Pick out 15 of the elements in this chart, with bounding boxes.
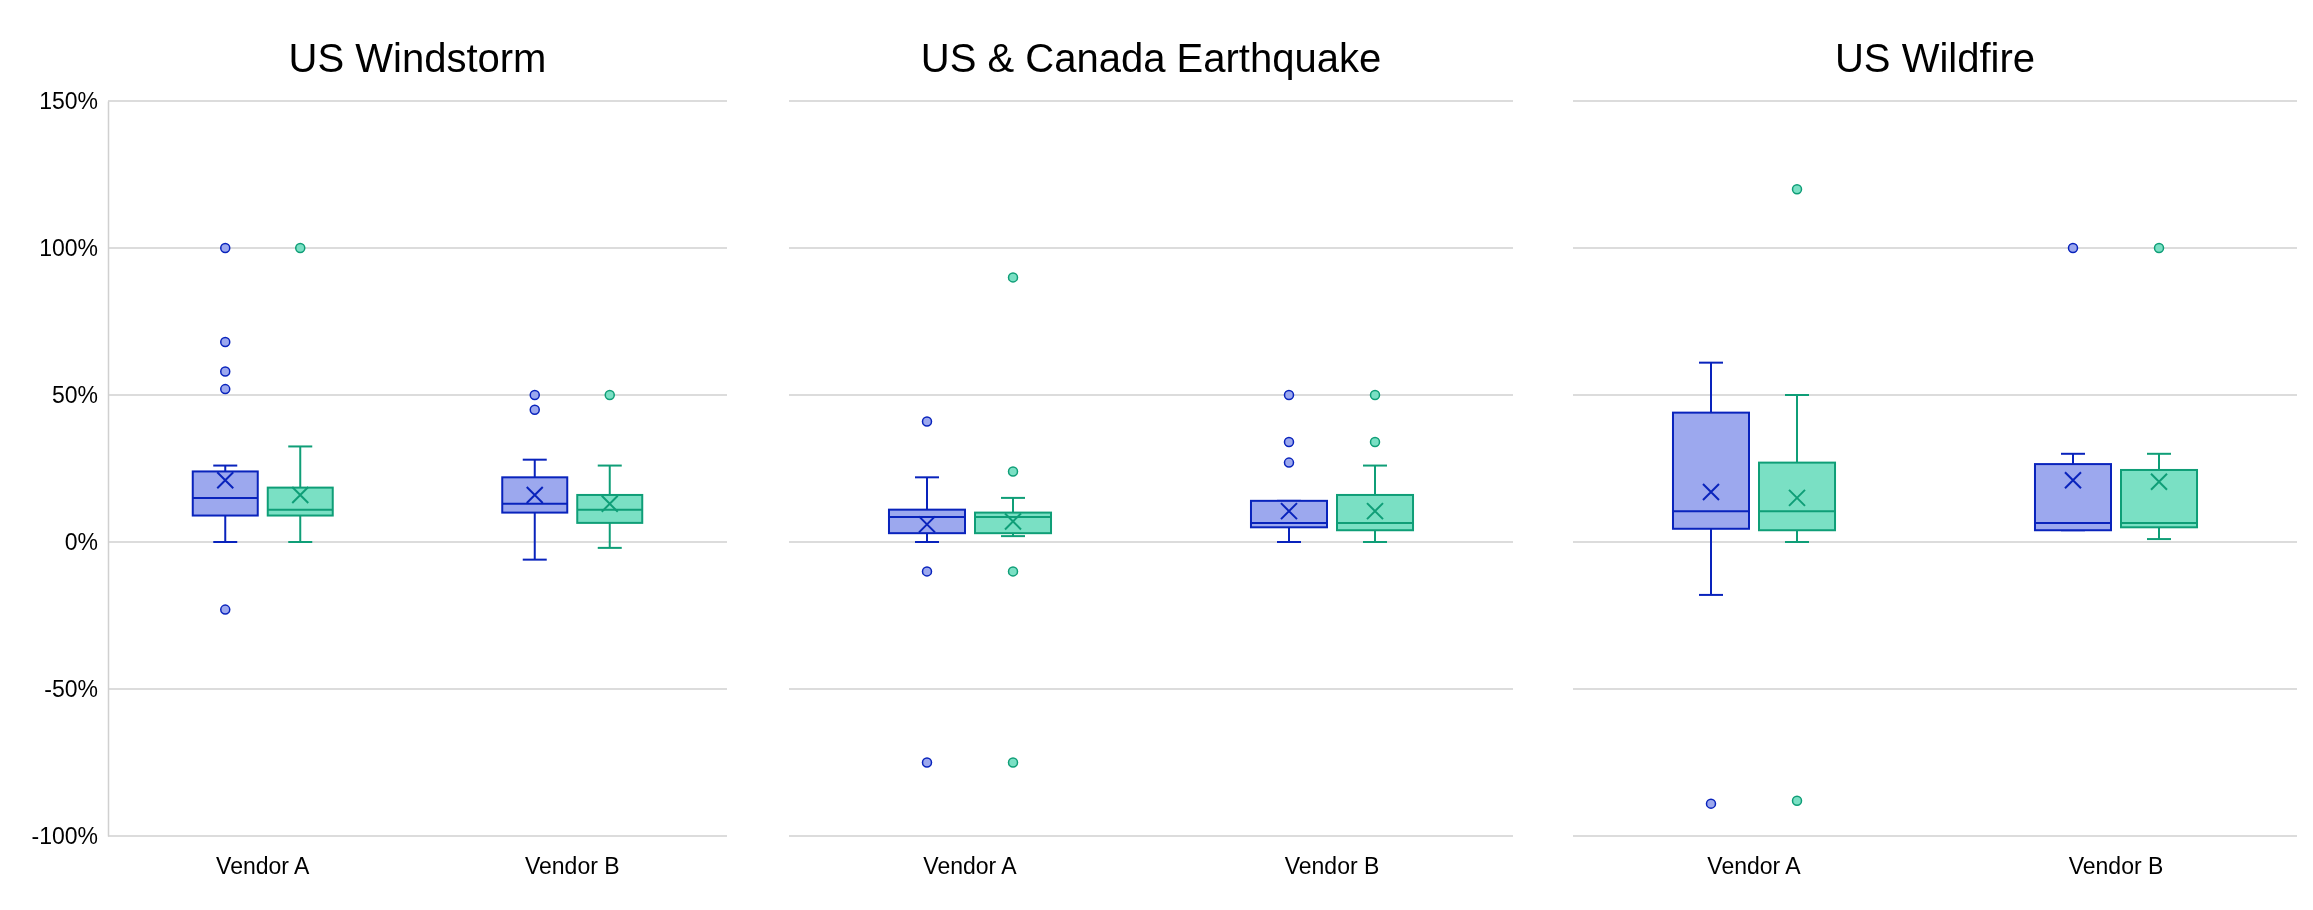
x-tick-label: Vendor B — [524, 853, 620, 880]
chart-title: US Windstorm — [288, 36, 547, 80]
chart-title: US Wildfire — [1834, 36, 2036, 80]
x-tick-label: Vendor B — [2068, 853, 2164, 880]
y-tick-label: -50% — [44, 675, 98, 702]
x-tick-label: Vendor A — [923, 853, 1018, 880]
x-tick-label: Vendor A — [216, 853, 311, 880]
chart-title: US & Canada Earthquake — [920, 36, 1382, 80]
y-tick-label: -100% — [31, 822, 98, 849]
y-tick-label: 100% — [39, 234, 98, 261]
y-tick-label: 150% — [39, 87, 98, 114]
y-tick-label: 0% — [64, 528, 98, 555]
y-tick-label: 50% — [51, 381, 98, 408]
x-tick-label: Vendor B — [1284, 853, 1380, 880]
x-tick-label: Vendor A — [1707, 853, 1802, 880]
